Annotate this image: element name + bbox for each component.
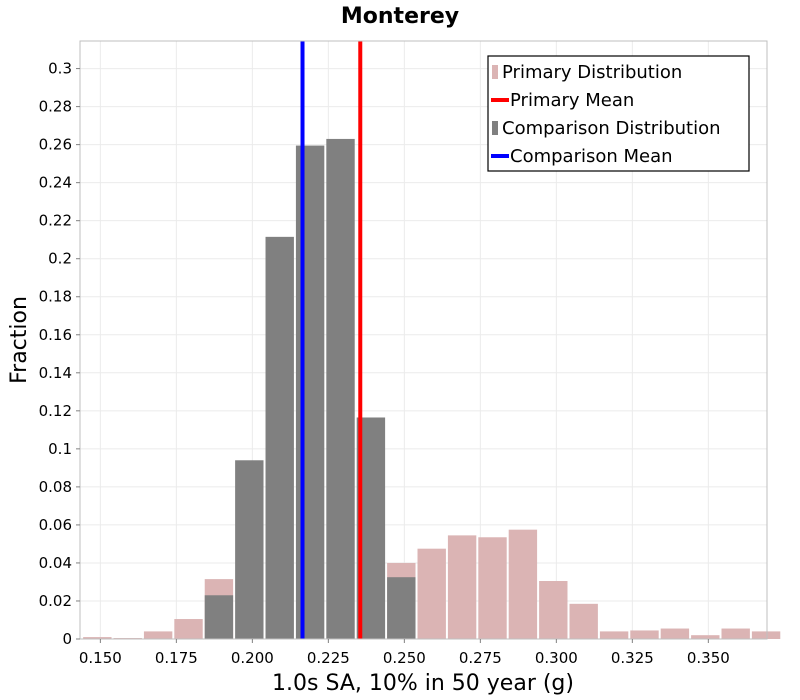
primary-bar: [599, 631, 629, 639]
primary-distribution-bars: [83, 529, 781, 639]
y-tick-label: 0.22: [39, 212, 72, 230]
y-tick-label: 0.04: [39, 554, 72, 572]
comparison-bar: [326, 138, 355, 639]
primary-bar: [447, 535, 477, 639]
primary-bar: [143, 631, 173, 639]
y-tick-label: 0.08: [39, 478, 72, 496]
y-tick-label: 0.02: [39, 592, 72, 610]
comparison-bar: [265, 236, 294, 639]
y-tick-label: 0.06: [39, 516, 72, 534]
legend-swatch-comparison-distribution: [492, 121, 498, 135]
x-tick-label: 0.350: [687, 649, 730, 667]
primary-bar: [174, 619, 203, 639]
x-axis-ticks: 0.150 0.175 0.200 0.225 0.250 0.275 0.300 0.325…: [79, 639, 730, 667]
legend-label-comparison-distribution: Comparison Distribution: [502, 118, 721, 139]
primary-bar: [478, 537, 507, 639]
y-tick-label: 0.3: [48, 60, 72, 78]
primary-bar: [691, 635, 720, 639]
comparison-bar: [235, 460, 264, 639]
x-axis-label: 1.0s SA, 10% in 50 year (g): [272, 671, 574, 696]
chart-title: Monterey: [341, 4, 459, 29]
primary-bar: [539, 581, 568, 639]
y-tick-label: 0.24: [39, 174, 72, 192]
y-tick-label: 0.2: [48, 250, 72, 268]
legend: Primary Distribution Primary Mean Comparis…: [487, 55, 750, 172]
x-tick-label: 0.325: [611, 649, 654, 667]
x-tick-label: 0.225: [307, 649, 350, 667]
primary-bar: [417, 548, 446, 639]
primary-bar: [721, 628, 750, 639]
legend-swatch-primary-distribution: [492, 65, 498, 79]
comparison-bar: [204, 595, 234, 639]
y-axis-label: Fraction: [7, 296, 32, 384]
y-tick-label: 0: [62, 630, 72, 648]
legend-label-primary-mean: Primary Mean: [510, 90, 634, 111]
legend-label-comparison-mean: Comparison Mean: [510, 146, 673, 167]
y-tick-label: 0.12: [39, 402, 72, 420]
x-tick-label: 0.150: [79, 649, 122, 667]
comparison-bar: [295, 145, 325, 640]
primary-bar: [508, 529, 538, 639]
y-tick-label: 0.28: [39, 98, 72, 116]
y-tick-label: 0.16: [39, 326, 72, 344]
primary-bar: [660, 628, 690, 639]
y-tick-label: 0.18: [39, 288, 72, 306]
x-tick-label: 0.300: [535, 649, 578, 667]
primary-bar: [751, 631, 781, 639]
legend-box: [487, 55, 750, 172]
y-tick-label: 0.14: [39, 364, 72, 382]
y-tick-label: 0.26: [39, 136, 72, 154]
x-tick-label: 0.200: [231, 649, 274, 667]
primary-bar: [630, 630, 659, 639]
x-tick-label: 0.275: [459, 649, 502, 667]
x-tick-label: 0.250: [383, 649, 426, 667]
x-tick-label: 0.175: [155, 649, 198, 667]
plot-border: [79, 40, 768, 640]
primary-bar: [569, 603, 598, 639]
comparison-bar: [387, 577, 416, 639]
legend-label-primary-distribution: Primary Distribution: [502, 62, 682, 83]
primary-bar: [83, 637, 112, 639]
y-tick-label: 0.1: [48, 440, 72, 458]
mean-lines: [300, 41, 363, 639]
y-axis-ticks: 0 0.02 0.04 0.06 0.08 0.1 0.12 0.14 0.16 0.18 0.2 0…: [39, 60, 80, 648]
